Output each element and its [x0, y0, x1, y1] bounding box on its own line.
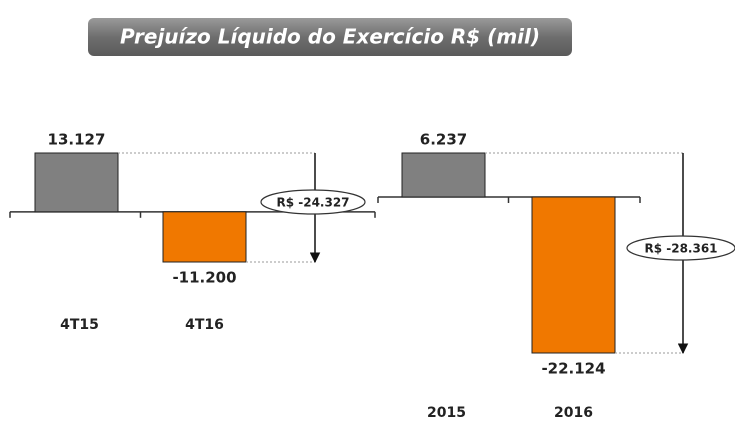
value-label: 13.127	[48, 131, 106, 149]
x-tick-label: 4T15	[60, 317, 99, 333]
chart-title: Prejuízo Líquido do Exercício R$ (mil)	[120, 25, 540, 49]
bar	[401, 152, 486, 198]
annotation-bubble	[626, 235, 735, 261]
annotation: R$ -28.361	[644, 242, 717, 256]
annotation: R$ -24.327	[276, 196, 349, 210]
x-tick-label: 4T16	[185, 317, 224, 333]
value-label: -22.124	[541, 360, 605, 378]
x-tick-label: 2016	[554, 405, 593, 421]
title-banner	[88, 18, 572, 56]
bar	[531, 196, 616, 354]
annotation-bubble	[260, 189, 366, 215]
value-label: 6.237	[420, 131, 467, 149]
bar	[34, 152, 119, 213]
x-tick-label: 2015	[427, 405, 466, 421]
bar	[162, 211, 247, 263]
value-label: -11.200	[172, 269, 236, 287]
